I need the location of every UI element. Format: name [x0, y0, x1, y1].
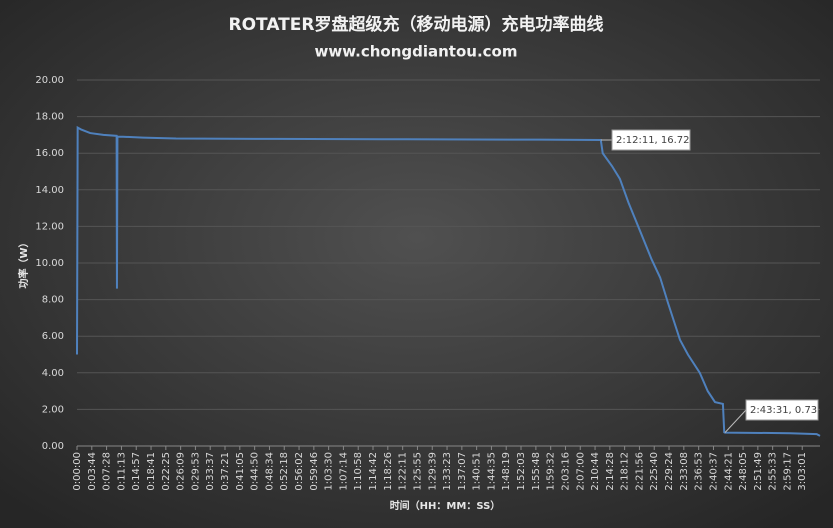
x-tick-label: 0:00:00	[72, 452, 83, 491]
x-tick-label: 1:37:07	[457, 452, 468, 491]
x-tick-label: 1:14:42	[368, 452, 379, 491]
x-tick-label: 0:07:28	[102, 452, 113, 491]
x-tick-label: 1:44:35	[486, 452, 497, 491]
x-tick-label: 1:55:48	[531, 452, 542, 491]
x-tick-label: 2:40:37	[708, 452, 719, 491]
x-tick-label: 1:22:11	[398, 452, 409, 491]
x-tick-label: 0:33:37	[205, 452, 216, 491]
x-tick-label: 0:44:50	[250, 452, 261, 491]
data-line	[76, 125, 821, 437]
y-tick-label: 20.00	[35, 75, 64, 86]
x-tick-label: 0:48:34	[264, 452, 275, 491]
x-tick-label: 0:37:21	[220, 452, 231, 491]
x-tick-label: 0:03:44	[87, 452, 98, 491]
y-tick-label: 16.00	[35, 148, 64, 159]
x-tick-label: 1:10:58	[353, 452, 364, 491]
x-tick-label: 0:26:09	[176, 452, 187, 491]
annotation: 2:12:11, 16.72	[616, 135, 690, 146]
y-tick-label: 2.00	[42, 404, 64, 415]
y-tick-label: 0.00	[42, 441, 64, 452]
x-tick-label: 2:18:12	[620, 452, 631, 491]
x-tick-label: 0:59:46	[309, 452, 320, 491]
x-tick-label: 2:55:33	[768, 452, 779, 491]
x-tick-label: 2:36:53	[694, 452, 705, 491]
x-tick-label: 2:48:05	[738, 452, 749, 491]
x-tick-label: 1:03:30	[324, 452, 335, 491]
callout-box	[745, 399, 819, 421]
x-tick-label: 2:51:49	[753, 452, 764, 491]
x-tick-label: 0:11:13	[116, 452, 127, 491]
x-axis-label: 时间（HH：MM：SS）	[390, 499, 501, 512]
x-tick-label: 2:07:00	[575, 452, 586, 491]
x-tick-label: 2:33:08	[679, 452, 690, 491]
x-tick-label: 0:56:02	[294, 452, 305, 491]
y-axis-label: 功率（W）	[17, 237, 30, 288]
y-tick-label: 18.00	[35, 112, 64, 123]
chart-title: ROTATER罗盘超级充（移动电源）充电功率曲线	[229, 14, 604, 35]
callout-leader	[724, 409, 747, 433]
x-tick-label: 0:52:18	[279, 452, 290, 491]
x-tick-label: 1:48:19	[501, 452, 512, 491]
y-tick-label: 14.00	[35, 185, 64, 196]
annotation: 2:43:31, 0.73	[750, 405, 817, 416]
chart-subtitle: www.chongdiantou.com	[315, 43, 518, 61]
x-tick-label: 0:22:25	[161, 452, 172, 491]
x-tick-label: 1:29:39	[427, 452, 438, 491]
x-tick-label: 0:29:53	[190, 452, 201, 491]
x-tick-label: 2:21:56	[634, 452, 645, 491]
x-tick-label: 1:18:26	[383, 452, 394, 491]
x-tick-label: 1:52:03	[516, 452, 527, 491]
x-tick-label: 3:03:01	[797, 452, 808, 491]
x-tick-label: 2:59:17	[782, 452, 793, 491]
y-tick-label: 8.00	[42, 295, 64, 306]
x-tick-label: 1:25:55	[412, 452, 423, 491]
x-tick-label: 2:03:16	[560, 452, 571, 491]
x-tick-label: 0:18:41	[146, 452, 157, 491]
x-tick-label: 1:59:32	[546, 452, 557, 491]
x-tick-label: 1:40:51	[472, 452, 483, 491]
callout-box	[611, 129, 691, 151]
x-tick-label: 2:10:44	[590, 452, 601, 491]
x-tick-label: 0:14:57	[131, 452, 142, 491]
x-tick-label: 1:07:14	[338, 452, 349, 491]
y-tick-label: 4.00	[42, 368, 64, 379]
x-tick-label: 0:41:05	[235, 452, 246, 491]
x-tick-label: 2:44:21	[723, 452, 734, 491]
x-tick-label: 1:33:23	[442, 452, 453, 491]
y-tick-label: 6.00	[42, 331, 64, 342]
x-tick-label: 2:14:28	[605, 452, 616, 491]
y-tick-label: 10.00	[35, 258, 64, 269]
y-tick-label: 12.00	[35, 221, 64, 232]
x-tick-label: 2:25:40	[649, 452, 660, 491]
x-tick-label: 2:29:24	[664, 452, 675, 491]
